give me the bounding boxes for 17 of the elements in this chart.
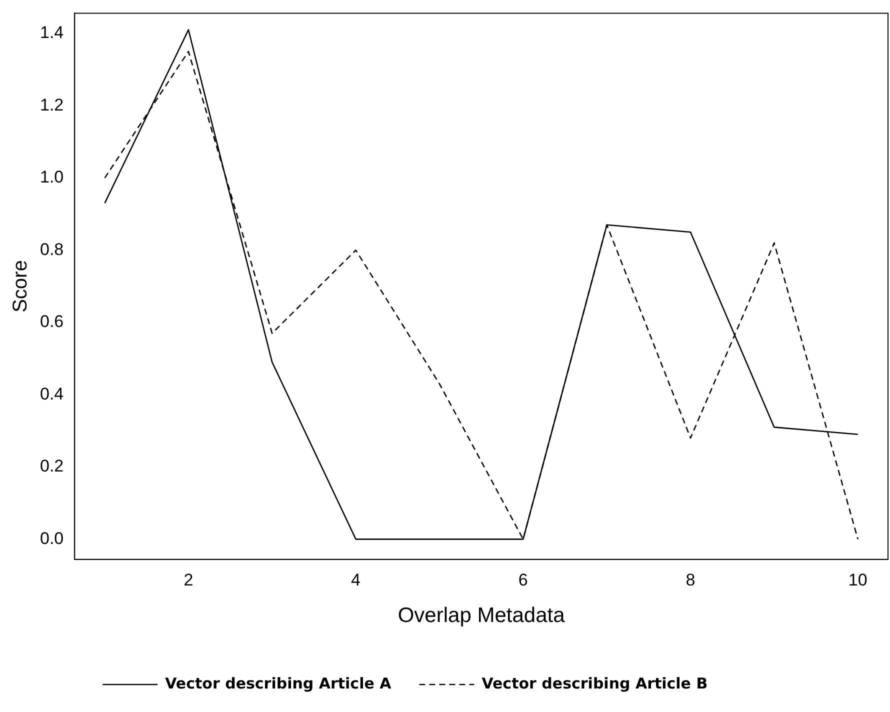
x-tick-label: 8	[686, 570, 696, 590]
y-tick-label: 0.2	[40, 456, 64, 476]
legend-label: Vector describing Article A	[165, 674, 392, 692]
legend-label: Vector describing Article B	[482, 674, 708, 692]
x-tick-label: 4	[351, 570, 361, 590]
y-tick-label: 0.6	[40, 312, 64, 332]
y-tick-label: 0.0	[40, 528, 64, 548]
x-tick-label: 6	[518, 570, 528, 590]
y-tick-label: 0.8	[40, 240, 64, 259]
y-tick-label: 0.4	[40, 384, 64, 404]
y-axis-title: Score	[10, 260, 32, 312]
x-axis-title: Overlap Metadata	[398, 604, 566, 628]
x-tick-label: 10	[848, 570, 868, 590]
y-tick-label: 1.2	[40, 95, 64, 114]
x-tick-label: 2	[184, 570, 194, 590]
y-tick-label: 1.0	[40, 168, 64, 187]
y-tick-label: 1.4	[40, 23, 64, 42]
